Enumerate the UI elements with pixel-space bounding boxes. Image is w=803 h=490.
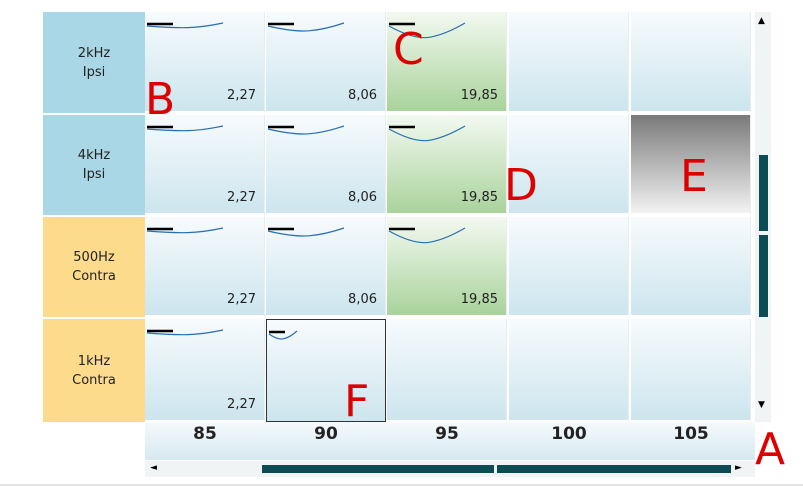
grid-cell[interactable] [387, 319, 507, 422]
grid-cell[interactable] [266, 319, 386, 422]
grid-cell[interactable]: 8,06 [266, 115, 386, 215]
grid-cell[interactable] [631, 115, 751, 215]
waveform [267, 125, 345, 135]
cell-value: 2,27 [227, 397, 256, 412]
column-label: 105 [673, 424, 709, 444]
v-scrollbar[interactable]: ▲ ▼ [755, 12, 771, 422]
cell-value: 2,27 [227, 190, 256, 205]
waveform [146, 329, 224, 336]
annotation: C [393, 24, 424, 75]
waveform [146, 125, 224, 132]
grid-cell[interactable] [509, 115, 629, 215]
row-label-line: Contra [72, 372, 116, 388]
annotation: F [344, 376, 370, 427]
scroll-right[interactable]: ► [735, 463, 742, 473]
column-label: 95 [435, 424, 459, 444]
row-label: 500Hz Contra [43, 217, 145, 317]
row-label-line: 1kHz [77, 353, 111, 369]
waveform [388, 22, 466, 39]
cell-value: 2,27 [227, 88, 256, 103]
scroll-up[interactable]: ▲ [758, 16, 765, 26]
row-label-line: Ipsi [82, 64, 106, 80]
grid-cell[interactable] [631, 319, 751, 422]
waveform [146, 227, 224, 234]
row-label: 1kHz Contra [43, 319, 145, 422]
scroll-thumb[interactable] [759, 155, 768, 231]
waveform [388, 125, 466, 142]
row-label-line: 2kHz [77, 45, 111, 61]
cell-value: 8,06 [348, 190, 377, 205]
row-label: 4kHz Ipsi [43, 115, 145, 215]
waveform [267, 227, 345, 237]
grid-cell[interactable]: 2,27 [145, 319, 265, 422]
column-label: 85 [193, 424, 217, 444]
grid-cell[interactable]: 19,85 [387, 115, 507, 215]
grid-cell[interactable] [631, 12, 751, 113]
waveform [146, 22, 224, 29]
cell-value: 19,85 [460, 88, 498, 103]
row-label-line: Ipsi [82, 167, 106, 182]
annotation: B [145, 74, 176, 125]
scroll-thumb[interactable] [262, 465, 494, 473]
grid-cell[interactable]: 8,06 [266, 12, 386, 113]
grid-cell[interactable]: 2,27 [145, 115, 265, 215]
bottom-line [0, 484, 803, 486]
scroll-thumb[interactable] [759, 235, 768, 317]
waveform [268, 330, 298, 340]
waveform [388, 227, 466, 244]
grid-cell[interactable] [509, 319, 629, 422]
row-label: 2kHz Ipsi [43, 12, 145, 113]
column-header-bg [145, 422, 755, 460]
scroll-left[interactable]: ◄ [150, 463, 157, 473]
scroll-down[interactable]: ▼ [758, 400, 765, 410]
grid-cell[interactable] [509, 217, 629, 317]
grid-cell[interactable]: 19,85 [387, 12, 507, 113]
grid-cell[interactable]: 2,27 [145, 217, 265, 317]
column-label: 100 [551, 424, 587, 444]
grid-cell[interactable] [509, 12, 629, 113]
cell-value: 8,06 [348, 292, 377, 307]
cell-value: 19,85 [460, 190, 498, 205]
row-label-line: 4kHz [77, 148, 111, 163]
cell-value: 8,06 [348, 88, 377, 103]
grid-cell[interactable]: 19,85 [387, 217, 507, 317]
scroll-thumb[interactable] [497, 465, 731, 473]
h-scrollbar[interactable]: ◄ ► [145, 461, 755, 477]
annotation: D [504, 160, 538, 211]
column-label: 90 [314, 424, 338, 444]
row-label-line: Contra [72, 269, 116, 284]
cell-value: 2,27 [227, 292, 256, 307]
annotation: A [755, 424, 786, 475]
annotation: E [680, 151, 708, 202]
cell-value: 19,85 [460, 292, 498, 307]
grid-cell[interactable]: 8,06 [266, 217, 386, 317]
grid-cell[interactable] [631, 217, 751, 317]
grid-cell[interactable]: 2,27 [145, 12, 265, 113]
row-label-line: 500Hz [73, 250, 115, 265]
waveform [267, 22, 345, 32]
